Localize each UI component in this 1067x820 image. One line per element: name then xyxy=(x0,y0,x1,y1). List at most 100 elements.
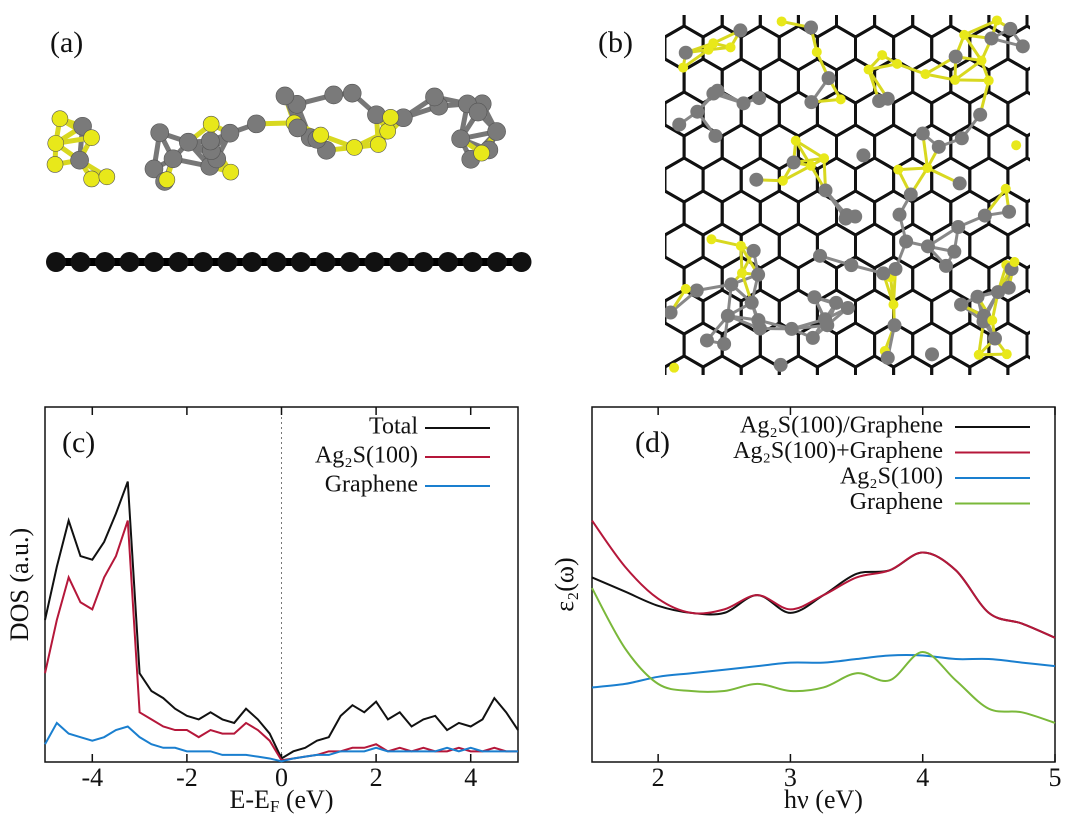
atom xyxy=(159,172,175,188)
atom xyxy=(221,124,239,142)
atom xyxy=(971,290,985,304)
legend-label: Ag₂S(100) xyxy=(840,464,943,490)
hexagon xyxy=(932,0,970,4)
atom xyxy=(717,337,731,351)
hexagon xyxy=(798,0,836,37)
atom xyxy=(950,75,960,85)
atom xyxy=(267,252,287,272)
hexagon xyxy=(1046,26,1067,70)
hexagon xyxy=(779,0,817,4)
x-axis-label-part: hν (eV) xyxy=(784,785,863,814)
hexagon xyxy=(1046,92,1067,136)
atom xyxy=(690,105,704,119)
panel-label: (d) xyxy=(635,426,670,459)
hexagon xyxy=(856,0,894,4)
legend-label: Graphene xyxy=(325,472,418,498)
atom xyxy=(991,285,1005,299)
hexagon xyxy=(741,356,779,400)
atom xyxy=(706,234,716,244)
atom xyxy=(812,47,822,57)
atom xyxy=(949,50,963,64)
atom xyxy=(804,95,818,109)
atom xyxy=(864,65,874,75)
atom xyxy=(881,351,895,365)
atom xyxy=(839,212,853,226)
atom xyxy=(438,252,458,272)
hexagon xyxy=(684,389,722,433)
atom xyxy=(672,118,686,132)
atom xyxy=(313,127,329,143)
hexagon xyxy=(627,356,665,400)
atom xyxy=(721,309,735,323)
atom xyxy=(777,16,787,26)
atom xyxy=(813,249,827,263)
atom xyxy=(724,277,738,291)
x-axis-label-part: (eV) xyxy=(279,785,333,814)
hexagon xyxy=(608,257,646,301)
top-view xyxy=(608,0,1067,433)
atom xyxy=(84,130,100,146)
x-tick-label: 2 xyxy=(652,763,665,792)
x-axis-label-part: E-E xyxy=(230,785,270,814)
hexagon xyxy=(608,323,646,367)
atom xyxy=(932,140,946,154)
atom xyxy=(951,220,965,234)
atom xyxy=(892,59,902,69)
atom xyxy=(203,116,219,132)
atom xyxy=(791,136,801,146)
atom xyxy=(512,252,532,272)
atom xyxy=(973,108,987,122)
atom xyxy=(201,132,219,150)
atom xyxy=(474,145,490,161)
atom xyxy=(976,56,986,66)
atom xyxy=(925,347,939,361)
atom xyxy=(974,350,984,360)
x-tick-label: 5 xyxy=(1049,763,1062,792)
atom xyxy=(247,115,265,133)
atom xyxy=(99,169,115,185)
atom xyxy=(820,318,834,332)
hexagon xyxy=(684,0,722,37)
atom xyxy=(365,252,385,272)
atom xyxy=(708,129,722,143)
atom xyxy=(992,15,1002,25)
atom xyxy=(987,315,997,325)
atom xyxy=(753,322,767,336)
hexagon xyxy=(1046,0,1067,4)
hexagon xyxy=(913,0,951,37)
atom xyxy=(920,69,930,79)
atom xyxy=(984,76,994,86)
atom xyxy=(829,296,843,310)
legend-label: Total xyxy=(369,414,418,440)
atom xyxy=(959,30,969,40)
atom xyxy=(681,284,691,294)
atom xyxy=(881,92,895,106)
atom xyxy=(678,63,688,73)
panel-label: (c) xyxy=(62,426,95,459)
atom xyxy=(904,187,918,201)
atom xyxy=(487,252,507,272)
atom xyxy=(806,161,816,171)
atom xyxy=(922,163,932,173)
atom xyxy=(488,123,506,141)
atom xyxy=(978,209,992,223)
atom xyxy=(899,234,913,248)
hexagon xyxy=(627,158,665,202)
atom xyxy=(242,252,262,272)
hexagon xyxy=(608,59,646,103)
atom xyxy=(151,124,169,142)
x-tick-label: 4 xyxy=(916,763,929,792)
atom xyxy=(807,290,821,304)
x-axis-label: E-EF (eV) xyxy=(230,785,334,816)
atom xyxy=(1009,257,1019,267)
series-line xyxy=(45,521,518,761)
legend-label: Graphene xyxy=(850,489,943,515)
atom xyxy=(836,94,846,104)
atom xyxy=(47,156,63,172)
atom xyxy=(706,87,720,101)
atom xyxy=(844,258,858,272)
hexagon xyxy=(875,0,913,37)
atom xyxy=(988,332,1002,346)
hexagon xyxy=(646,0,684,37)
atom xyxy=(1001,184,1011,194)
